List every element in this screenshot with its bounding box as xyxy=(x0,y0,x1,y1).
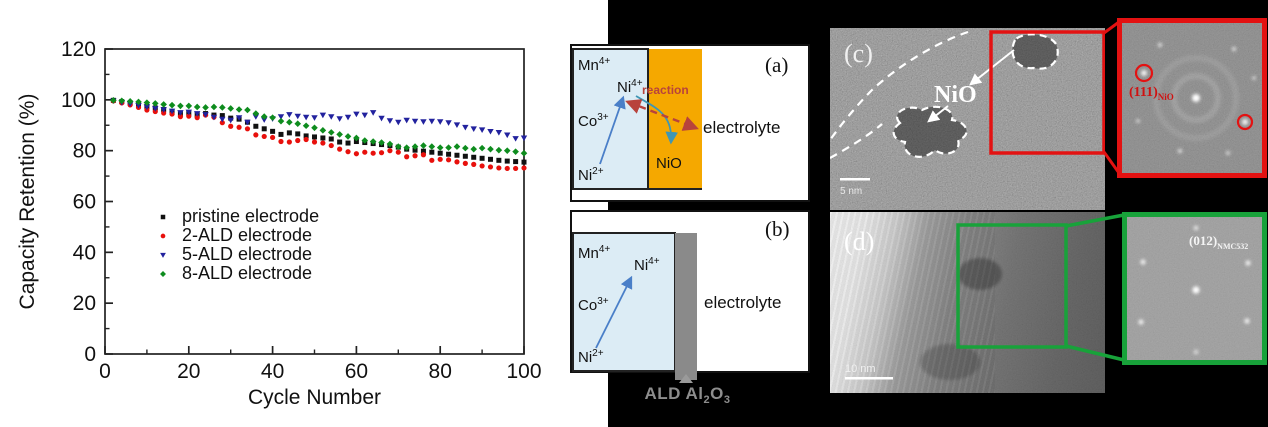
series-8-ALD-electrode xyxy=(110,97,528,157)
svg-text:60: 60 xyxy=(73,191,96,214)
ni4-label: Ni4+ xyxy=(617,78,643,96)
legend-label: 8-ALD electrode xyxy=(182,263,313,283)
legend-label: 5-ALD electrode xyxy=(182,244,313,264)
svg-text:120: 120 xyxy=(61,38,96,61)
tem-image-d: (d) 10 nm xyxy=(830,212,1105,393)
ald-pointer-triangle xyxy=(679,374,693,383)
ni4-label: Ni4+ xyxy=(634,256,660,274)
svg-text:100: 100 xyxy=(506,360,541,383)
fft-red-label: (111)NiO xyxy=(1129,85,1174,102)
x-axis-label: Cycle Number xyxy=(248,386,381,409)
fft-source-box-red xyxy=(989,30,1105,155)
scale-bar-d-label: 10 nm xyxy=(845,363,876,375)
svg-text:80: 80 xyxy=(429,360,452,383)
mn4-label: Mn4+ xyxy=(578,56,610,74)
spot-circle-1 xyxy=(1134,63,1154,83)
triangle-down-marker-icon xyxy=(156,249,170,261)
chart-legend: pristine electrode 2-ALD electrode 5-ALD e… xyxy=(156,206,320,283)
ald-coating-label: ALD Al2O3 xyxy=(644,384,731,406)
svg-text:40: 40 xyxy=(73,241,96,264)
legend-label: pristine electrode xyxy=(182,206,320,226)
diamond-marker-icon xyxy=(156,268,170,280)
svg-text:0: 0 xyxy=(99,360,111,383)
square-marker-icon xyxy=(156,211,170,223)
dark-contrast-spot-2 xyxy=(920,344,980,380)
panel-d-tag: (d) xyxy=(844,227,874,256)
reaction-arrow xyxy=(625,99,699,131)
fft-source-box-green xyxy=(956,223,1068,349)
fft-green-label: (012)NMC532 xyxy=(1189,233,1248,251)
y-axis-label: Capacity Retention (%) xyxy=(16,94,39,310)
legend-label: 2-ALD electrode xyxy=(182,225,313,245)
panel-c-tag: (c) xyxy=(844,39,873,68)
mn4-label: Mn4+ xyxy=(578,244,610,262)
ald-coating-strip xyxy=(675,233,697,380)
nio-pointer-arrow-2 xyxy=(927,105,949,123)
electrolyte-label-a: electrolyte xyxy=(703,118,780,137)
nio-crystallite-outline-2 xyxy=(1011,33,1059,70)
panel-a-tag: (a) xyxy=(765,53,788,77)
dark-contrast-spot xyxy=(958,258,1002,290)
co3-label: Co3+ xyxy=(578,296,609,314)
reaction-label: reaction xyxy=(642,83,689,97)
svg-text:20: 20 xyxy=(177,360,200,383)
nio-crystallite-outline xyxy=(892,105,968,158)
svg-text:100: 100 xyxy=(61,89,96,112)
fft-spots xyxy=(1136,42,1256,156)
diffraction-ring xyxy=(1171,73,1221,123)
oxidation-arrow-a xyxy=(599,95,626,165)
y-axis: 0 20 40 60 80 100 120 xyxy=(61,38,113,366)
legend-item-8-ALD-electrode: 8-ALD electrode xyxy=(156,263,319,283)
scale-bar-c-label: 5 nm xyxy=(840,186,862,197)
legend-item-5-ALD-electrode: 5-ALD electrode xyxy=(156,244,319,264)
ni2-label: Ni2+ xyxy=(578,348,604,366)
capacity-retention-chart: 0 20 40 60 80 100 0 20 40 60 80 100 120 Cycle Number C… xyxy=(16,38,542,409)
fft-inset-nmc532: (012)NMC532 xyxy=(1122,212,1267,365)
panel-b-tag: (b) xyxy=(765,217,790,241)
electrolyte-label-b: electrolyte xyxy=(704,293,781,312)
x-axis: 0 20 40 60 80 100 xyxy=(99,346,542,383)
surface-layer-outline-2 xyxy=(830,123,883,159)
svg-text:60: 60 xyxy=(345,360,368,383)
series-2-ALD-electrode xyxy=(110,98,527,172)
series-5-ALD-electrode xyxy=(110,98,528,142)
nio-annotation: NiO xyxy=(934,82,977,108)
series-pristine-electrode xyxy=(110,97,527,165)
fft-inset-nio: (111)NiO xyxy=(1117,18,1267,178)
fft-spots xyxy=(1127,225,1262,355)
scale-bar-d xyxy=(845,377,893,380)
svg-text:20: 20 xyxy=(73,292,96,315)
circle-marker-icon xyxy=(156,230,170,242)
plot-frame xyxy=(104,48,525,355)
legend-item-pristine-electrode: pristine electrode xyxy=(156,206,320,226)
diffraction-ring-2 xyxy=(1153,55,1239,141)
tem-image-c: NiO (c) 5 nm xyxy=(830,28,1105,210)
co3-label: Co3+ xyxy=(578,112,609,130)
legend-item-2-ALD-electrode: 2-ALD electrode xyxy=(156,225,319,245)
schematic-panel-b: Mn4+ Co3+ Ni2+ Ni4+ electrolyte (b) xyxy=(570,210,810,382)
scale-bar-c xyxy=(840,178,870,181)
schematic-panel-a: Mn4+ Co3+ Ni2+ Ni4+ reaction NiO electro… xyxy=(570,44,810,202)
ni2-label: Ni2+ xyxy=(578,166,604,184)
nio-label-a: NiO xyxy=(656,155,682,172)
cathode-box-b xyxy=(572,232,676,372)
svg-text:80: 80 xyxy=(73,140,96,163)
spot-circle-2 xyxy=(1236,113,1254,131)
svg-text:0: 0 xyxy=(84,343,96,366)
svg-text:40: 40 xyxy=(261,360,284,383)
surface-layer-outline xyxy=(830,30,969,141)
oxidation-arrow-b xyxy=(595,275,633,349)
